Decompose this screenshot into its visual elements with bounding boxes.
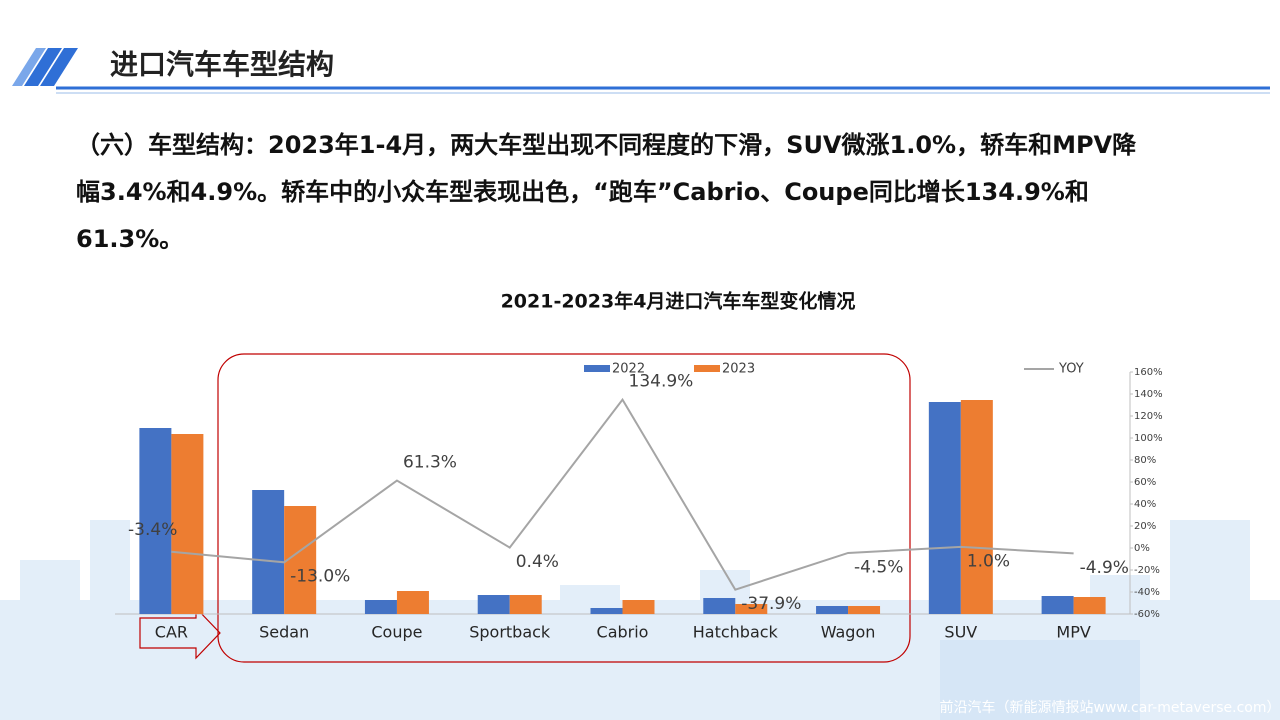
paragraph-line: 61.3%。: [76, 225, 184, 253]
y2-tick-label: 40%: [1134, 499, 1156, 510]
bar: [1073, 597, 1106, 614]
x-tick-label: Sedan: [259, 623, 309, 642]
header-icon: [12, 48, 78, 86]
legend-label: YOY: [1058, 362, 1084, 377]
data-label: -13.0%: [290, 567, 350, 587]
background-city: [0, 520, 1280, 720]
bar: [622, 600, 655, 614]
chart-title: 2021-2023年4月进口汽车车型变化情况: [501, 290, 856, 313]
bar: [816, 606, 849, 614]
x-tick-label: Wagon: [821, 623, 876, 642]
y2-tick-label: -40%: [1134, 587, 1160, 598]
x-tick-label: Hatchback: [693, 623, 779, 642]
data-label: -4.5%: [854, 557, 903, 577]
watermark: 前沿汽车（新能源情报站www.car-metaverse.com）: [940, 699, 1280, 716]
y2-tick-label: 160%: [1134, 367, 1163, 378]
data-label: 134.9%: [629, 372, 694, 392]
x-tick-label: Sportback: [469, 623, 551, 642]
paragraph-line: （六）车型结构：2023年1-4月，两大车型出现不同程度的下滑，SUV微涨1.0…: [76, 131, 1137, 159]
bar: [364, 600, 397, 614]
bar: [396, 591, 429, 614]
y2-tick-label: 140%: [1134, 389, 1163, 400]
data-label: -37.9%: [741, 594, 801, 614]
y2-tick-label: 0%: [1134, 543, 1150, 554]
bar: [477, 595, 510, 614]
data-label: 0.4%: [516, 552, 559, 572]
bar: [928, 402, 961, 614]
y2-tick-label: 80%: [1134, 455, 1156, 466]
y2-tick-label: -20%: [1134, 565, 1160, 576]
bar: [735, 604, 768, 614]
bar: [252, 490, 285, 614]
bar: [590, 608, 623, 614]
paragraph: （六）车型结构：2023年1-4月，两大车型出现不同程度的下滑，SUV微涨1.0…: [76, 122, 1256, 263]
legend-swatch: [584, 365, 610, 372]
legend-swatch: [694, 365, 720, 372]
x-tick-label: SUV: [944, 623, 977, 642]
legend-label: 2023: [722, 362, 755, 377]
data-label: -4.9%: [1080, 558, 1129, 578]
data-label: 61.3%: [403, 453, 457, 473]
legend-label: 2022: [612, 362, 645, 377]
paragraph-line: 幅3.4%和4.9%。轿车中的小众车型表现出色，“跑车”Cabrio、Coupe…: [76, 178, 1089, 206]
header-title: 进口汽车车型结构: [110, 48, 334, 81]
yoy-line: [171, 397, 1074, 591]
bar: [960, 400, 993, 614]
y2-tick-label: -60%: [1134, 609, 1160, 620]
bar: [171, 434, 204, 614]
highlight-box: [217, 353, 911, 663]
bar: [139, 428, 172, 614]
y2-tick-label: 60%: [1134, 477, 1156, 488]
highlight-arrow: [139, 606, 221, 660]
x-tick-label: CAR: [155, 623, 188, 642]
y2-tick-label: 100%: [1134, 433, 1163, 444]
x-tick-label: Cabrio: [597, 623, 649, 642]
x-tick-label: Coupe: [371, 623, 422, 642]
bar: [284, 506, 317, 614]
bar: [509, 595, 542, 614]
data-label: 1.0%: [967, 551, 1010, 571]
bar: [1041, 596, 1074, 614]
data-label: -3.4%: [128, 520, 177, 540]
bar: [703, 598, 736, 614]
y2-tick-label: 120%: [1134, 411, 1163, 422]
y2-tick-label: 20%: [1134, 521, 1156, 532]
x-tick-label: MPV: [1056, 623, 1090, 642]
bar: [848, 606, 881, 614]
